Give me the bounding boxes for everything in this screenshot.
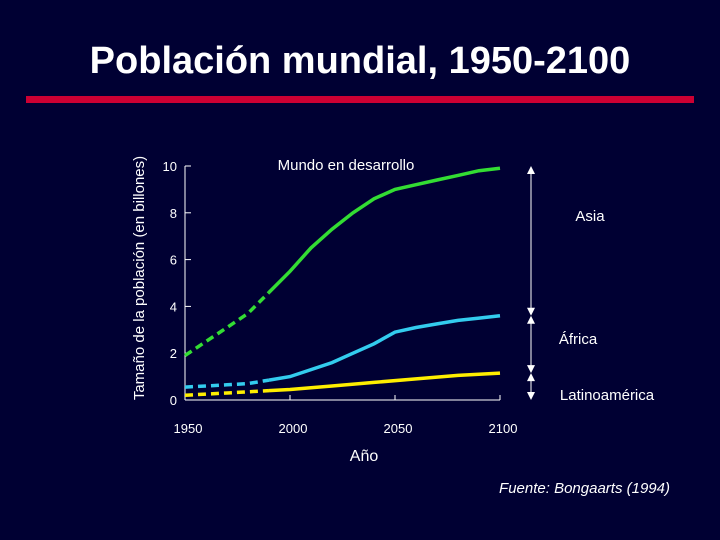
- span-arrow: [527, 315, 535, 374]
- series-2: [184, 314, 501, 389]
- x-tick-label: 1950: [174, 421, 203, 436]
- y-tick-label: 8: [170, 206, 177, 221]
- series-lines: [184, 166, 501, 398]
- series-line-dashed: [184, 388, 270, 398]
- series-line-solid: [268, 314, 501, 382]
- annotation-label: África: [559, 331, 598, 348]
- y-tick-label: 2: [170, 346, 177, 361]
- series-line-dashed: [184, 378, 270, 389]
- x-tick-label: 2000: [279, 421, 308, 436]
- span-arrow: [527, 166, 535, 316]
- x-tick-label: 2100: [489, 421, 518, 436]
- span-arrow-head-down: [527, 392, 535, 400]
- annotation-label: Asia: [575, 208, 605, 225]
- y-tick-label: 6: [170, 253, 177, 268]
- bracket-arrows: [527, 166, 535, 400]
- series-1: [184, 166, 501, 357]
- x-axis-label: Año: [349, 448, 379, 465]
- span-arrow: [527, 373, 535, 400]
- x-tick-label: 2050: [384, 421, 413, 436]
- y-tick-label: 4: [170, 299, 177, 314]
- annotation-label: Latinoamérica: [560, 387, 655, 404]
- y-tick-label: 0: [170, 393, 177, 408]
- span-arrow-head-up: [527, 166, 535, 174]
- y-axis: 0 2 4 6 8 10: [163, 159, 191, 408]
- span-arrow-head-down: [527, 365, 535, 374]
- span-arrow-head-up: [527, 315, 535, 324]
- series-line-solid: [267, 166, 501, 294]
- series-3: [184, 371, 501, 398]
- series-line-dashed: [184, 291, 271, 357]
- y-axis-label: Tamaño de la población (en billones): [131, 155, 148, 401]
- slide-title: Población mundial, 1950-2100: [89, 40, 631, 82]
- y-tick-label: 10: [163, 159, 177, 174]
- annotations: Mundo en desarrollo Asia África Latinoaméri…: [278, 157, 655, 404]
- series-line-solid: [268, 371, 501, 393]
- x-axis: 1950 2000 2050 2100: [174, 395, 518, 436]
- source-citation: Fuente: Bongaarts (1994): [499, 480, 670, 497]
- span-arrow-head-up: [527, 373, 535, 382]
- title-underline: [26, 96, 694, 103]
- span-arrow-head-down: [527, 307, 535, 316]
- annotation-label: Mundo en desarrollo: [278, 157, 415, 174]
